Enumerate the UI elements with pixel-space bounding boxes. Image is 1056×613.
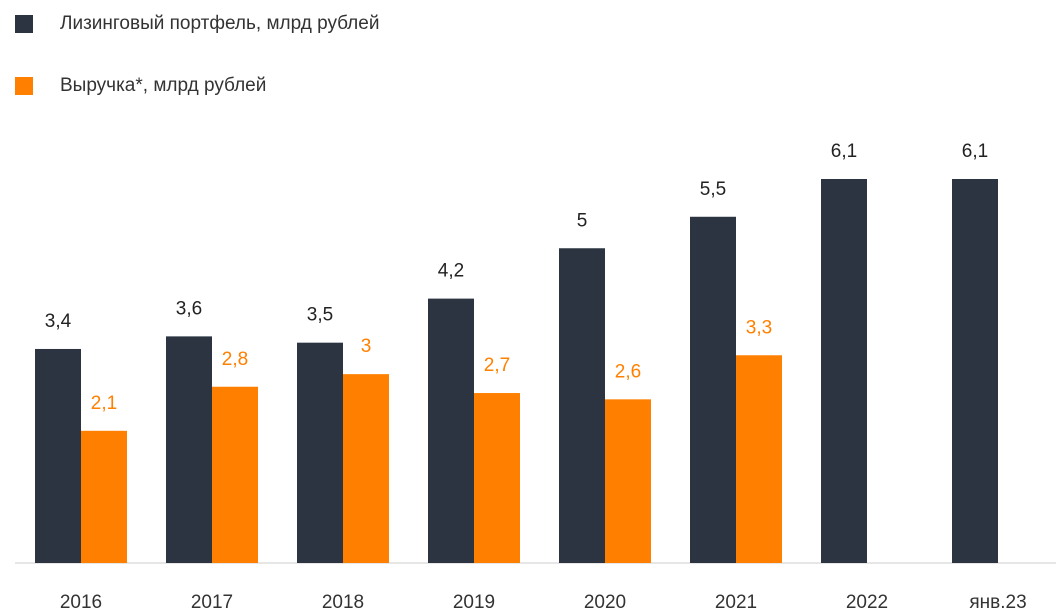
x-tick-label: 2018 [322, 592, 364, 613]
x-tick-label: 2019 [453, 592, 495, 613]
bar [212, 386, 258, 563]
x-tick-label: 2021 [715, 592, 757, 613]
data-label: 6,1 [831, 141, 857, 162]
bar [559, 248, 605, 563]
legend-label: Выручка*, млрд рублей [60, 75, 266, 96]
bar [952, 179, 998, 563]
data-label: 3 [361, 336, 372, 357]
bar [166, 336, 212, 563]
x-tick-label: 2022 [846, 592, 888, 613]
bar [297, 342, 343, 563]
data-label: 2,6 [615, 361, 641, 382]
data-label: 2,7 [484, 355, 510, 376]
x-tick-label: 2017 [191, 592, 233, 613]
bar [605, 399, 651, 563]
bar [428, 298, 474, 563]
bar [35, 348, 81, 563]
data-label: 3,3 [746, 317, 772, 338]
data-label: 5,5 [700, 179, 726, 200]
data-label: 3,4 [45, 311, 72, 332]
legend-label: Лизинговый портфель, млрд рублей [60, 13, 379, 34]
data-label: 3,5 [307, 305, 333, 326]
bar [474, 393, 520, 563]
data-label: 3,6 [176, 298, 202, 319]
data-label: 4,2 [438, 261, 464, 282]
data-label: 5 [577, 210, 588, 231]
bar [343, 374, 389, 563]
bar [821, 179, 867, 563]
bar [81, 430, 127, 563]
x-tick-label: янв.23 [969, 592, 1026, 613]
x-tick-label: 2016 [60, 592, 102, 613]
data-label: 2,8 [222, 349, 248, 370]
x-tick-label: 2020 [584, 592, 626, 613]
data-label: 2,1 [91, 393, 117, 414]
legend-swatch [15, 15, 33, 33]
bar [736, 355, 782, 563]
bar [690, 216, 736, 563]
legend-swatch [15, 77, 33, 95]
data-label: 6,1 [962, 141, 988, 162]
